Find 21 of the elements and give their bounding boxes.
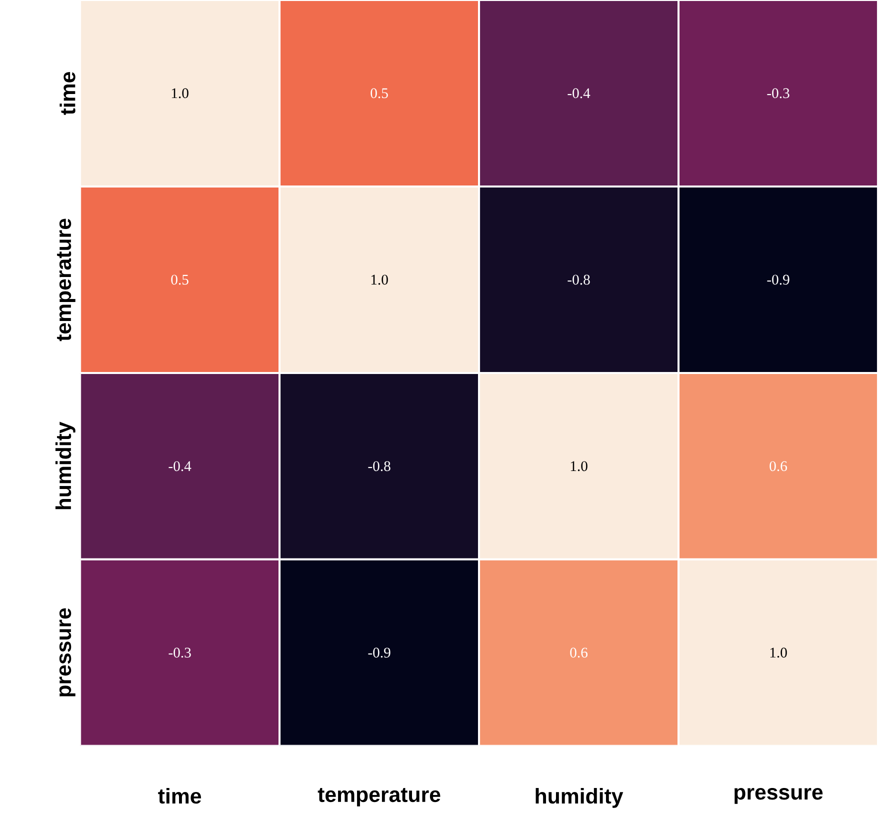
x-tick-label: pressure	[734, 788, 823, 804]
y-tick-label: temperature	[57, 218, 76, 342]
x-tick-label: temperature	[318, 788, 440, 807]
data-label: 1.0	[770, 648, 787, 658]
data-label: 0.5	[370, 88, 388, 98]
y-tick-label: pressure	[59, 608, 76, 697]
data-label: 0.6	[570, 648, 588, 658]
y-tick-label: time	[60, 72, 76, 116]
x-tick-label: humidity	[536, 788, 624, 808]
data-label: 1.0	[570, 461, 588, 472]
data-label: -0.3	[767, 88, 790, 98]
data-label: -0.3	[168, 648, 191, 658]
data-label: -0.8	[568, 274, 590, 285]
data-label: 0.6	[770, 461, 788, 472]
data-label: 1.0	[371, 274, 388, 285]
data-label: -0.8	[368, 461, 390, 472]
x-tick-label: time	[158, 788, 202, 804]
data-label: -0.9	[368, 648, 390, 658]
data-label: -0.4	[568, 88, 590, 98]
data-label: -0.9	[767, 274, 790, 285]
y-tick-label: humidity	[55, 422, 76, 510]
